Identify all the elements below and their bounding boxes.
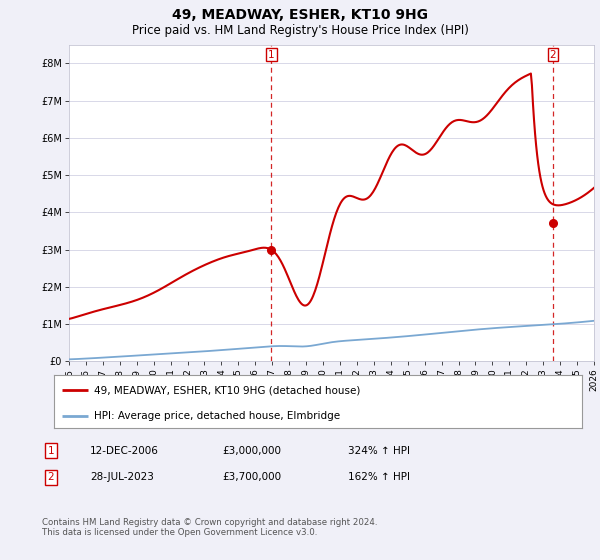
Text: 28-JUL-2023: 28-JUL-2023 — [90, 472, 154, 482]
Text: £3,000,000: £3,000,000 — [222, 446, 281, 456]
Text: 12-DEC-2006: 12-DEC-2006 — [90, 446, 159, 456]
Text: 1: 1 — [47, 446, 55, 456]
Text: 2: 2 — [550, 49, 556, 59]
Text: £3,700,000: £3,700,000 — [222, 472, 281, 482]
Text: 162% ↑ HPI: 162% ↑ HPI — [348, 472, 410, 482]
Text: Price paid vs. HM Land Registry's House Price Index (HPI): Price paid vs. HM Land Registry's House … — [131, 24, 469, 37]
Text: 49, MEADWAY, ESHER, KT10 9HG: 49, MEADWAY, ESHER, KT10 9HG — [172, 8, 428, 22]
Text: 324% ↑ HPI: 324% ↑ HPI — [348, 446, 410, 456]
Text: 2: 2 — [47, 472, 55, 482]
Text: 1: 1 — [268, 49, 275, 59]
Text: HPI: Average price, detached house, Elmbridge: HPI: Average price, detached house, Elmb… — [94, 410, 340, 421]
Text: Contains HM Land Registry data © Crown copyright and database right 2024.
This d: Contains HM Land Registry data © Crown c… — [42, 518, 377, 538]
Text: 49, MEADWAY, ESHER, KT10 9HG (detached house): 49, MEADWAY, ESHER, KT10 9HG (detached h… — [94, 385, 360, 395]
